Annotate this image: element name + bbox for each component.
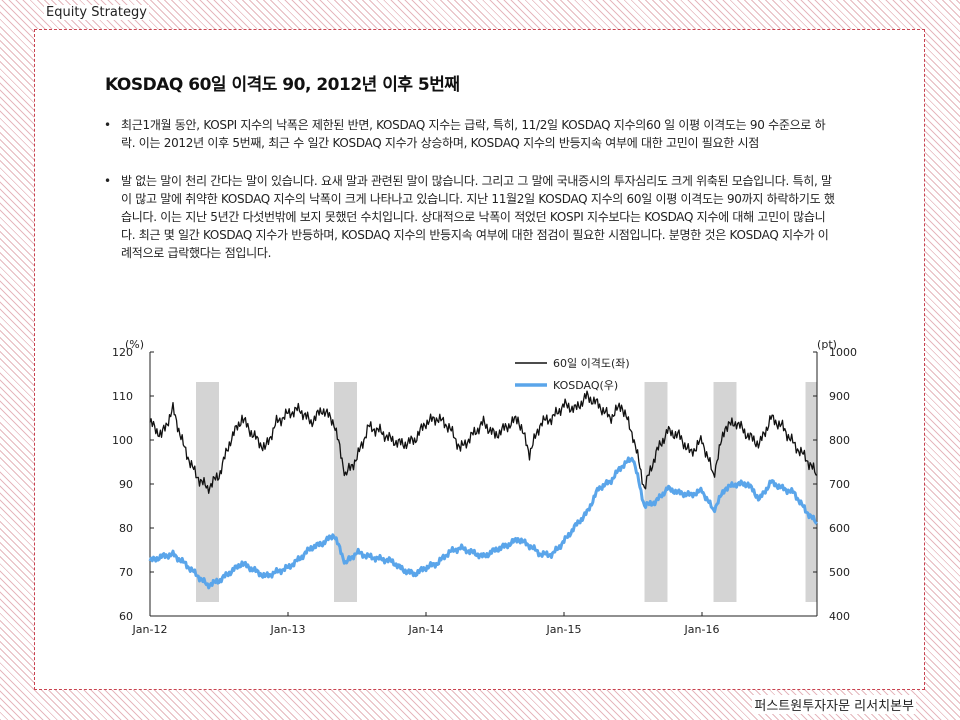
chart: 60 70 80 90 100 110 120 400 500 600 700 800 900 1000 J… bbox=[105, 335, 865, 665]
left-unit-label: (%) bbox=[125, 338, 144, 351]
bullet-marker: • bbox=[104, 174, 111, 188]
slide-title: KOSDAQ 60일 이격도 90, 2012년 이후 5번째 bbox=[105, 75, 460, 95]
x-tick-label: Jan-14 bbox=[408, 623, 444, 636]
legend-label: KOSDAQ(우) bbox=[553, 379, 618, 392]
left-tick-label: 80 bbox=[119, 522, 133, 535]
footer-label: 퍼스트원투자자문 리서치본부 bbox=[752, 695, 916, 714]
shaded-period bbox=[644, 382, 668, 602]
bullet-marker: • bbox=[104, 118, 111, 132]
right-unit-label: (pt) bbox=[817, 338, 837, 351]
bullet-list: • 최근1개월 동안, KOSPI 지수의 낙폭은 제한된 반면, KOSDAQ… bbox=[101, 116, 836, 282]
right-tick-label: 800 bbox=[829, 434, 850, 447]
label-layer: 60 70 80 90 100 110 120 400 500 600 700 800 900 1000 J… bbox=[112, 338, 857, 636]
right-tick-label: 600 bbox=[829, 522, 850, 535]
left-tick-label: 120 bbox=[112, 346, 133, 359]
series-layer bbox=[148, 390, 818, 590]
x-tick-label: Jan-15 bbox=[546, 623, 582, 636]
right-tick-label: 500 bbox=[829, 566, 850, 579]
right-tick-label: 400 bbox=[829, 610, 850, 623]
left-tick-label: 110 bbox=[112, 390, 133, 403]
shaded-period bbox=[196, 382, 219, 602]
x-tick-label: Jan-12 bbox=[132, 623, 168, 636]
shaded-period bbox=[805, 382, 817, 602]
left-tick-label: 60 bbox=[119, 610, 133, 623]
series-line-kosdaq bbox=[148, 456, 818, 590]
header-label: Equity Strategy bbox=[44, 5, 149, 20]
bullet-text: 발 없는 말이 천리 간다는 말이 있습니다. 요새 말과 관련된 말이 많습니… bbox=[121, 174, 835, 260]
right-tick-label: 700 bbox=[829, 478, 850, 491]
chart-svg: 60 70 80 90 100 110 120 400 500 600 700 800 900 1000 J… bbox=[112, 338, 857, 636]
slide-panel: KOSDAQ 60일 이격도 90, 2012년 이후 5번째 • 최근1개월 … bbox=[34, 29, 925, 690]
series-line-disparity bbox=[149, 390, 818, 494]
right-tick-label: 1000 bbox=[829, 346, 857, 359]
x-tick-label: Jan-16 bbox=[684, 623, 720, 636]
bullet-item: • 최근1개월 동안, KOSPI 지수의 낙폭은 제한된 반면, KOSDAQ… bbox=[101, 116, 836, 152]
left-tick-label: 70 bbox=[119, 566, 133, 579]
shaded-period bbox=[334, 382, 357, 602]
right-tick-label: 900 bbox=[829, 390, 850, 403]
legend-layer: 60일 이격도(좌) KOSDAQ(우) bbox=[515, 356, 630, 392]
bullet-text: 최근1개월 동안, KOSPI 지수의 낙폭은 제한된 반면, KOSDAQ 지… bbox=[121, 118, 826, 150]
axis-layer bbox=[149, 351, 818, 617]
bullet-item: • 발 없는 말이 천리 간다는 말이 있습니다. 요새 말과 관련된 말이 많… bbox=[101, 172, 836, 262]
left-tick-label: 100 bbox=[112, 434, 133, 447]
x-tick-label: Jan-13 bbox=[270, 623, 306, 636]
left-tick-label: 90 bbox=[119, 478, 133, 491]
legend-label: 60일 이격도(좌) bbox=[553, 356, 630, 370]
